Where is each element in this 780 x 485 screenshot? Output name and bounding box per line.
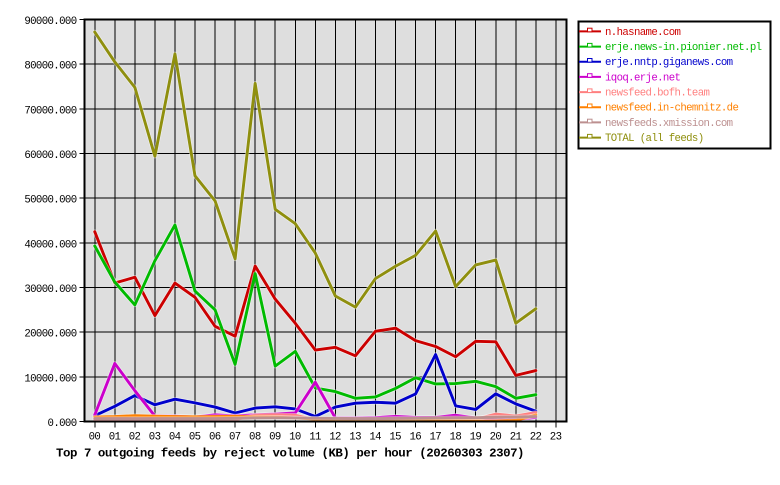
svg-text:10000.000: 10000.000: [24, 373, 76, 385]
svg-text:90000.000: 90000.000: [24, 16, 76, 28]
svg-text:50000.000: 50000.000: [24, 195, 76, 207]
svg-text:20: 20: [490, 431, 502, 443]
svg-text:60000.000: 60000.000: [24, 150, 76, 162]
svg-text:Top 7 outgoing feeds by reject: Top 7 outgoing feeds by reject volume (K…: [56, 447, 524, 461]
svg-text:70000.000: 70000.000: [24, 105, 76, 117]
svg-text:02: 02: [129, 431, 141, 443]
svg-text:10: 10: [289, 431, 301, 443]
svg-text:erje.nntp.giganews.com: erje.nntp.giganews.com: [605, 57, 733, 69]
svg-text:erje.news-in.pionier.net.pl: erje.news-in.pionier.net.pl: [605, 42, 762, 54]
svg-text:12: 12: [329, 431, 341, 443]
svg-text:80000.000: 80000.000: [24, 61, 76, 73]
svg-text:TOTAL (all feeds): TOTAL (all feeds): [605, 133, 704, 145]
svg-text:iqoq.erje.net: iqoq.erje.net: [605, 72, 681, 84]
svg-text:03: 03: [149, 431, 161, 443]
svg-text:newsfeed.bofh.team: newsfeed.bofh.team: [605, 88, 709, 100]
svg-text:15: 15: [389, 431, 401, 443]
svg-text:newsfeeds.xmission.com: newsfeeds.xmission.com: [605, 118, 733, 130]
svg-text:40000.000: 40000.000: [24, 239, 76, 251]
svg-text:30000.000: 30000.000: [24, 284, 76, 296]
svg-text:00: 00: [89, 431, 101, 443]
svg-text:23: 23: [550, 431, 562, 443]
svg-text:06: 06: [209, 431, 221, 443]
svg-text:18: 18: [450, 431, 462, 443]
svg-text:11: 11: [309, 431, 321, 443]
svg-text:16: 16: [409, 431, 421, 443]
svg-text:04: 04: [169, 431, 181, 443]
svg-text:09: 09: [269, 431, 281, 443]
svg-text:05: 05: [189, 431, 201, 443]
svg-text:07: 07: [229, 431, 241, 443]
svg-text:13: 13: [349, 431, 361, 443]
svg-text:20000.000: 20000.000: [24, 329, 76, 341]
svg-text:n.hasname.com: n.hasname.com: [605, 27, 681, 39]
svg-text:22: 22: [530, 431, 542, 443]
svg-text:0.000: 0.000: [48, 418, 77, 430]
svg-text:19: 19: [470, 431, 482, 443]
svg-text:01: 01: [109, 431, 121, 443]
svg-text:17: 17: [429, 431, 441, 443]
svg-text:14: 14: [369, 431, 381, 443]
svg-text:21: 21: [510, 431, 522, 443]
svg-text:newsfeed.in-chemnitz.de: newsfeed.in-chemnitz.de: [605, 103, 738, 115]
svg-text:08: 08: [249, 431, 261, 443]
